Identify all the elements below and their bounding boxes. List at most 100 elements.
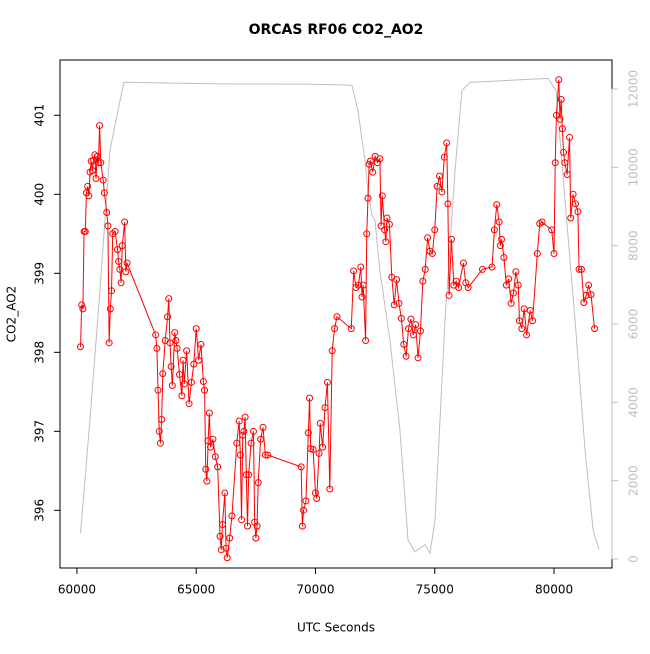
- data-point: [190, 360, 198, 368]
- data-point: [81, 227, 89, 235]
- data-point: [577, 265, 585, 273]
- y-tick-label: 399: [33, 262, 47, 285]
- data-point: [572, 200, 580, 208]
- data-point: [567, 214, 575, 222]
- data-point: [390, 301, 398, 309]
- data-point: [414, 354, 422, 362]
- x-axis-label: UTC Seconds: [297, 621, 375, 635]
- data-point: [585, 281, 593, 289]
- data-point: [106, 305, 114, 313]
- data-point: [558, 125, 566, 133]
- data-point: [500, 254, 508, 262]
- data-point: [252, 534, 260, 542]
- data-point: [515, 317, 523, 325]
- data-point: [88, 167, 96, 175]
- data-point: [505, 275, 513, 283]
- data-point: [333, 313, 341, 321]
- data-point: [385, 220, 393, 228]
- data-point: [300, 506, 308, 514]
- data-point: [197, 340, 205, 348]
- data-point: [185, 400, 193, 408]
- data-point: [164, 313, 172, 321]
- data-point: [591, 325, 599, 333]
- data-point: [159, 370, 167, 378]
- data-point: [93, 152, 101, 160]
- data-point: [495, 218, 503, 226]
- data-point: [315, 449, 323, 457]
- data-point: [369, 168, 377, 176]
- data-point: [496, 242, 504, 250]
- data-point: [105, 339, 113, 347]
- data-point: [113, 246, 121, 254]
- data-point: [443, 139, 451, 147]
- data-point: [239, 431, 247, 439]
- data-point: [108, 287, 116, 295]
- data-point: [557, 96, 565, 104]
- data-point: [352, 284, 360, 292]
- data-point: [242, 471, 250, 479]
- data-point: [257, 435, 265, 443]
- data-point: [319, 443, 327, 451]
- data-point: [238, 516, 246, 524]
- data-point: [555, 76, 563, 84]
- y-tick-label: 401: [33, 104, 47, 127]
- data-point: [202, 465, 210, 473]
- data-point: [261, 451, 269, 459]
- data-point: [78, 301, 86, 309]
- data-point: [455, 284, 463, 292]
- data-point: [424, 234, 432, 242]
- data-point: [421, 265, 429, 273]
- data-point: [445, 291, 453, 299]
- data-point: [366, 157, 374, 165]
- data-point: [382, 238, 390, 246]
- data-point: [551, 159, 559, 167]
- data-point: [518, 325, 526, 333]
- data-point: [104, 222, 112, 230]
- data-point: [566, 133, 574, 141]
- data-point: [179, 356, 187, 364]
- data-point: [228, 512, 236, 520]
- data-point: [221, 489, 229, 497]
- data-point: [569, 190, 577, 198]
- data-point: [304, 429, 312, 437]
- y-tick-label: 396: [33, 499, 47, 522]
- data-point: [459, 259, 467, 267]
- data-point: [377, 222, 385, 230]
- data-point: [323, 378, 331, 386]
- data-point: [331, 325, 339, 333]
- data-point: [438, 188, 446, 196]
- data-point: [357, 263, 365, 271]
- data-point: [364, 194, 372, 202]
- data-point: [575, 265, 583, 273]
- data-point: [207, 443, 215, 451]
- data-point: [321, 404, 329, 412]
- data-point: [99, 176, 107, 184]
- data-point: [498, 235, 506, 243]
- data-point: [217, 546, 225, 554]
- data-point: [166, 339, 174, 347]
- data-point: [397, 314, 405, 322]
- data-point: [409, 331, 417, 339]
- data-point: [203, 477, 211, 485]
- data-point: [416, 327, 424, 335]
- data-point: [116, 265, 124, 273]
- data-point: [393, 276, 401, 284]
- data-point: [173, 344, 181, 352]
- data-point: [236, 451, 244, 459]
- y2-tick-label: 4000: [627, 387, 641, 418]
- data-point: [79, 305, 87, 313]
- data-point: [249, 427, 257, 435]
- data-point: [514, 281, 522, 289]
- data-point: [118, 242, 126, 250]
- data-point: [560, 148, 568, 156]
- data-point: [326, 485, 334, 493]
- data-point: [306, 394, 314, 402]
- data-point: [153, 344, 161, 352]
- data-point: [209, 435, 217, 443]
- data-point: [402, 352, 410, 360]
- data-point: [84, 182, 92, 190]
- data-point: [552, 111, 560, 119]
- data-point: [240, 427, 248, 435]
